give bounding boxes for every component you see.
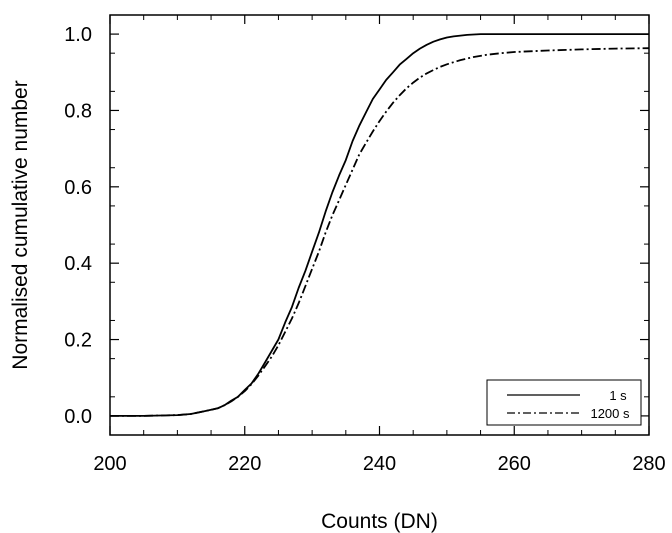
- legend: 1 s 1200 s: [486, 379, 642, 426]
- x-tick-label: 280: [632, 453, 665, 475]
- series-lines: [110, 33, 650, 417]
- tick-marks: [109, 14, 650, 436]
- y-tick-label: 0.0: [64, 406, 92, 428]
- x-tick-label: 260: [498, 453, 531, 475]
- y-tick-label: 0.4: [64, 253, 92, 275]
- x-tick-label: 240: [363, 453, 396, 475]
- y-tick-label: 0.2: [64, 330, 92, 352]
- x-tick-label: 200: [93, 453, 126, 475]
- legend-label-1s: 1 s: [609, 388, 627, 403]
- y-tick-label: 1.0: [64, 24, 92, 46]
- legend-box: [486, 379, 642, 426]
- x-tick-label: 220: [228, 453, 261, 475]
- y-axis-title: Normalised cumulative number: [9, 80, 32, 369]
- series-line-1200s: [110, 47, 650, 417]
- series-line-1s: [110, 33, 649, 417]
- y-tick-label: 0.6: [64, 177, 92, 199]
- plot-frame: [109, 14, 650, 436]
- legend-label-1200s: 1200 s: [590, 406, 630, 421]
- y-tick-labels: 0.0 0.2 0.4 0.6 0.8 1.0: [64, 24, 92, 428]
- x-axis-title: Counts (DN): [321, 510, 438, 533]
- x-tick-labels: 200 220 240 260 280: [93, 453, 665, 475]
- y-tick-label: 0.8: [64, 100, 92, 122]
